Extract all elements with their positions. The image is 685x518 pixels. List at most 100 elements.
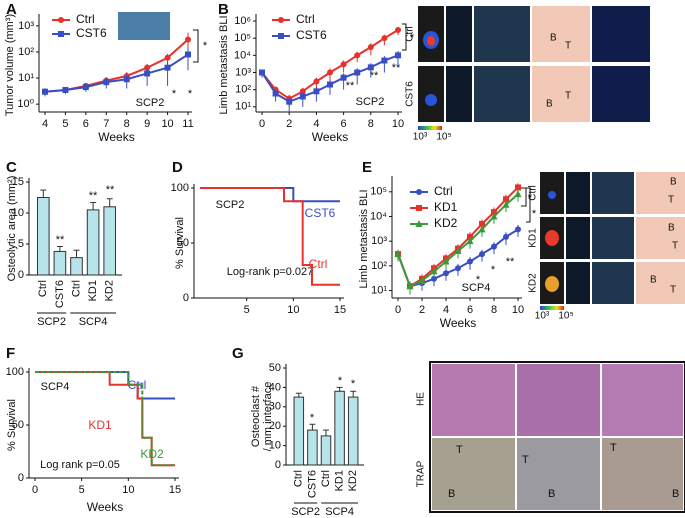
x-tick-label: 5 bbox=[244, 304, 250, 316]
y-tick-label: 15 bbox=[12, 176, 24, 188]
marker bbox=[514, 190, 522, 198]
marker bbox=[367, 64, 374, 71]
marker bbox=[478, 225, 486, 233]
row-label: Ctrl bbox=[405, 26, 416, 42]
y-tick-label: 50 bbox=[269, 362, 281, 374]
panel-letter: A bbox=[6, 1, 17, 18]
group-label: SCP4 bbox=[79, 316, 108, 328]
marker bbox=[454, 247, 462, 255]
y-tick-label: 10⁰ bbox=[17, 98, 34, 110]
bar bbox=[293, 396, 305, 466]
annotation: * bbox=[528, 192, 533, 204]
x-tick-label: 0 bbox=[259, 118, 265, 130]
x-tick-label: 0 bbox=[32, 484, 38, 496]
marker bbox=[299, 88, 306, 95]
y-tick-label: 30 bbox=[269, 401, 281, 413]
row-label: Ctrl bbox=[528, 185, 539, 201]
bar bbox=[70, 257, 83, 276]
y-tick-label: 20 bbox=[269, 420, 281, 432]
marker bbox=[103, 79, 110, 86]
y-tick-label: 10³ bbox=[18, 20, 34, 32]
x-tick-label: KD1 bbox=[87, 280, 99, 301]
marker bbox=[479, 220, 485, 227]
annotation: SCP2 bbox=[356, 96, 385, 108]
bar bbox=[86, 209, 100, 276]
annotation: * bbox=[172, 88, 177, 100]
marker bbox=[313, 78, 320, 85]
marker bbox=[395, 26, 401, 33]
x-tick-label: CST6 bbox=[54, 280, 66, 308]
marker bbox=[418, 276, 426, 284]
image-label: B bbox=[650, 275, 657, 286]
marker bbox=[381, 35, 388, 42]
x-tick-label: KD2 bbox=[347, 470, 359, 491]
marker bbox=[367, 44, 374, 51]
annotation: ** bbox=[370, 70, 379, 82]
annotation: SCP2 bbox=[136, 97, 165, 109]
x-tick-label: 6 bbox=[341, 118, 347, 130]
bli-images-e: Ctrl KD1 KD2 B T B T B T 10³ 10⁵ bbox=[528, 172, 685, 322]
y-tick-label: 10⁴ bbox=[370, 210, 387, 222]
group-label: SCP2 bbox=[291, 506, 320, 518]
bar bbox=[36, 197, 50, 276]
panel-letter: F bbox=[6, 345, 15, 362]
legend-label: CST6 bbox=[76, 26, 107, 40]
x-tick-label: 7 bbox=[103, 118, 109, 130]
bar bbox=[53, 250, 67, 276]
panel-letter: B bbox=[218, 1, 229, 18]
bar bbox=[307, 429, 318, 466]
y-tick-label: 100 bbox=[6, 366, 24, 378]
marker bbox=[299, 93, 306, 100]
annotation: ** bbox=[392, 62, 401, 74]
marker bbox=[395, 52, 401, 59]
marker bbox=[123, 76, 130, 83]
scale-label: 10³ bbox=[535, 311, 550, 322]
bli-images-b: Ctrl CST6 B T B T 10³ 10⁵ bbox=[405, 6, 650, 143]
x-tick-label: Ctrl bbox=[70, 280, 82, 297]
scale-label: 10⁵ bbox=[558, 311, 573, 322]
y-tick-label: 0 bbox=[18, 472, 24, 484]
x-tick-label: 6 bbox=[83, 118, 89, 130]
x-tick-label: 4 bbox=[42, 118, 48, 130]
y-tick-label: 10⁵ bbox=[370, 186, 387, 198]
marker bbox=[340, 61, 347, 68]
legend-label: KD2 bbox=[140, 447, 164, 461]
marker bbox=[442, 257, 450, 265]
legend-label: KD1 bbox=[434, 200, 458, 214]
marker bbox=[515, 184, 521, 191]
annotation: ** bbox=[106, 184, 115, 196]
annotation: * bbox=[338, 375, 343, 387]
x-tick-label: 9 bbox=[144, 118, 150, 130]
annotation: SCP2 bbox=[216, 199, 245, 211]
y-axis-label: / mm interface bbox=[262, 382, 274, 452]
marker bbox=[394, 250, 402, 258]
x-tick-label: 10 bbox=[287, 304, 299, 316]
image-label: T bbox=[456, 444, 463, 456]
bar bbox=[320, 435, 332, 466]
y-tick-label: 10 bbox=[269, 440, 281, 452]
marker bbox=[185, 36, 191, 43]
annotation: ** bbox=[346, 80, 355, 92]
legend-label: CST6 bbox=[305, 206, 336, 220]
image-label: T bbox=[668, 195, 674, 206]
annotation: SCP4 bbox=[462, 282, 491, 294]
x-tick-label: CST6 bbox=[306, 470, 318, 498]
x-tick-label: 15 bbox=[169, 484, 181, 496]
tumor-photo bbox=[118, 12, 170, 40]
x-tick-label: 8 bbox=[491, 304, 497, 316]
legend-label: Ctrl bbox=[76, 12, 95, 26]
marker bbox=[62, 86, 69, 93]
annotation: * bbox=[203, 40, 208, 52]
x-tick-label: 5 bbox=[79, 484, 85, 496]
x-tick-label: 10 bbox=[392, 118, 404, 130]
marker bbox=[503, 196, 509, 203]
marker bbox=[164, 64, 171, 71]
x-tick-label: 0 bbox=[395, 304, 401, 316]
annotation: * bbox=[351, 378, 356, 390]
marker bbox=[479, 251, 485, 258]
y-tick-label: 100 bbox=[171, 182, 189, 194]
x-tick-label: Ctrl bbox=[293, 470, 305, 487]
y-axis-label: Limb metastasis BLI bbox=[218, 15, 230, 114]
x-tick-label: 8 bbox=[368, 118, 374, 130]
y-tick-label: 0 bbox=[183, 292, 189, 304]
